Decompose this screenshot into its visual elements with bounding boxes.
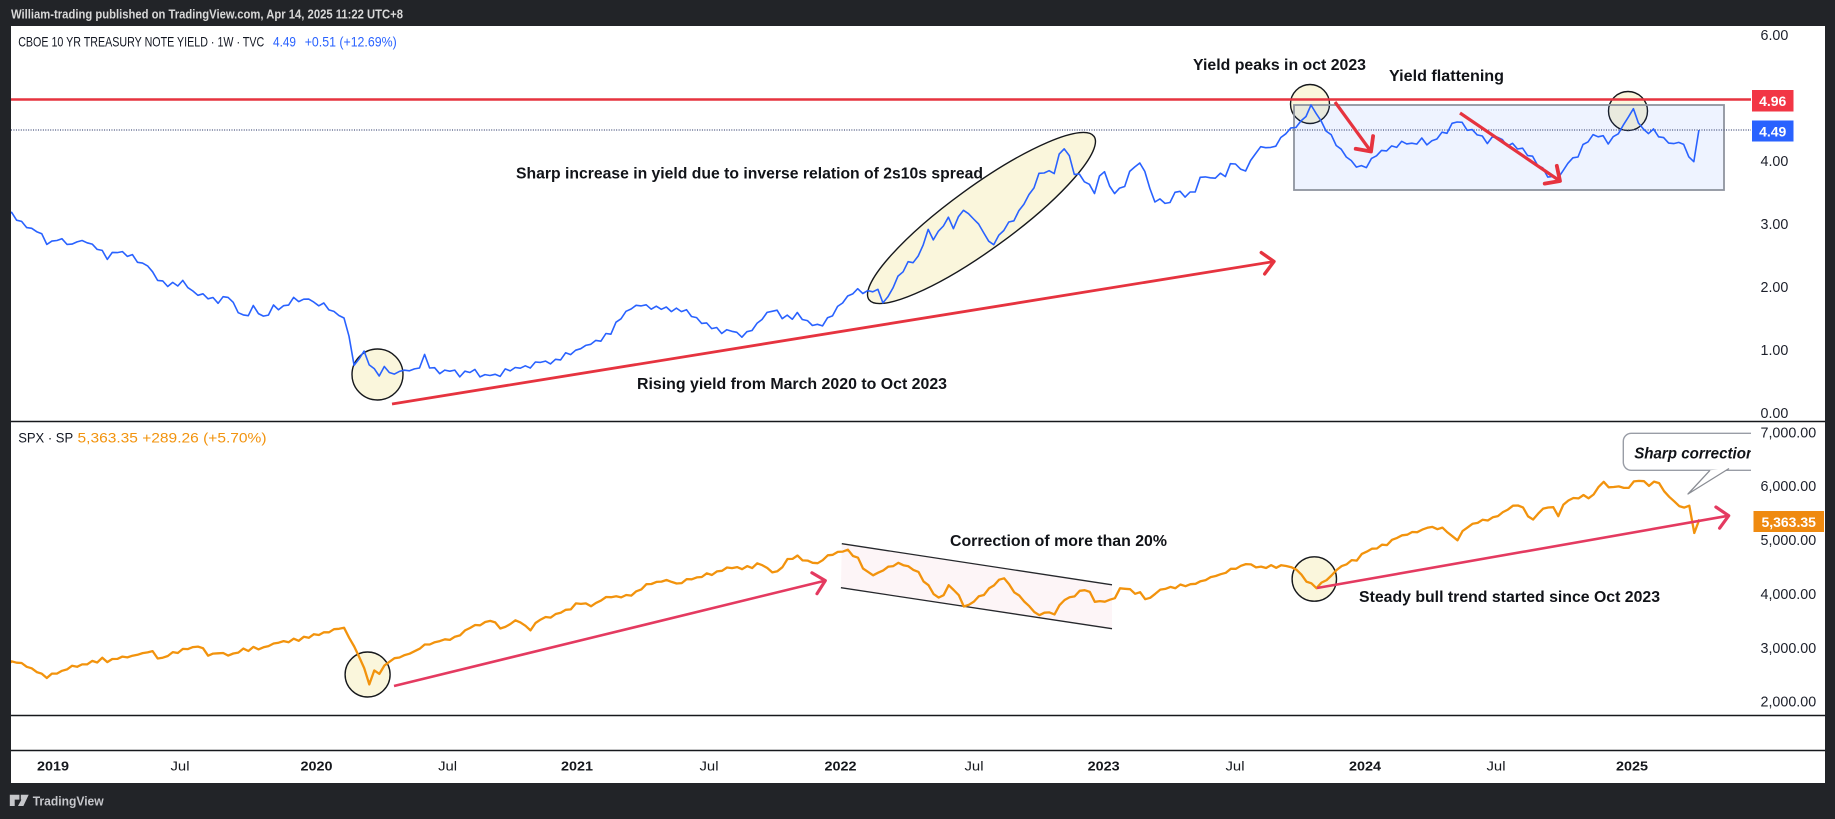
svg-text:Sharp increase in yield due to: Sharp increase in yield due to inverse r…	[516, 166, 983, 183]
svg-text:2024: 2024	[1349, 759, 1382, 774]
svg-text:William-trading published on T: William-trading published on TradingView…	[11, 8, 403, 22]
svg-text:4.00: 4.00	[1761, 154, 1789, 170]
svg-text:5,363.35 +289.26 (+5.70%): 5,363.35 +289.26 (+5.70%)	[78, 430, 267, 446]
svg-text:Correction of more than 20%: Correction of more than 20%	[950, 533, 1167, 550]
svg-text:5,363.35: 5,363.35	[1761, 514, 1816, 530]
svg-text:4.49: 4.49	[273, 33, 296, 49]
svg-text:2020: 2020	[301, 759, 333, 774]
svg-text:2019: 2019	[37, 759, 69, 774]
svg-text:4,000.00: 4,000.00	[1761, 587, 1817, 603]
svg-text:Jul: Jul	[965, 759, 984, 774]
svg-text:Jul: Jul	[700, 759, 719, 774]
svg-text:Rising yield from March 2020 t: Rising yield from March 2020 to Oct 2023	[637, 376, 947, 393]
svg-text:3,000.00: 3,000.00	[1761, 641, 1817, 657]
svg-text:0.00: 0.00	[1761, 406, 1789, 422]
svg-text:Jul: Jul	[1487, 759, 1506, 774]
svg-text:Yield flattening: Yield flattening	[1389, 68, 1504, 85]
svg-text:5,000.00: 5,000.00	[1761, 533, 1817, 549]
svg-text:6,000.00: 6,000.00	[1761, 479, 1817, 495]
svg-text:1.00: 1.00	[1761, 343, 1789, 359]
svg-text:+0.51 (+12.69%): +0.51 (+12.69%)	[305, 33, 397, 49]
svg-text:2025: 2025	[1616, 759, 1648, 774]
svg-text:7,000.00: 7,000.00	[1761, 426, 1817, 442]
svg-text:3.00: 3.00	[1761, 217, 1789, 233]
svg-text:6.00: 6.00	[1761, 28, 1789, 44]
svg-text:Steady bull trend started sinc: Steady bull trend started since Oct 2023	[1359, 589, 1660, 606]
svg-text:2021: 2021	[561, 759, 593, 774]
svg-text:TradingView: TradingView	[33, 793, 105, 808]
svg-text:Sharp correction: Sharp correction	[1634, 446, 1755, 463]
svg-text:Jul: Jul	[171, 759, 190, 774]
svg-text:CBOE 10 YR TREASURY NOTE YIELD: CBOE 10 YR TREASURY NOTE YIELD · 1W · TV…	[18, 33, 264, 49]
svg-text:Jul: Jul	[438, 759, 457, 774]
svg-text:2022: 2022	[825, 759, 857, 774]
svg-text:2.00: 2.00	[1761, 280, 1789, 296]
svg-text:Jul: Jul	[1226, 759, 1245, 774]
svg-text:4.49: 4.49	[1759, 123, 1786, 139]
svg-text:2,000.00: 2,000.00	[1761, 695, 1817, 711]
svg-text:SPX · SP: SPX · SP	[18, 430, 73, 446]
svg-text:2023: 2023	[1088, 759, 1120, 774]
svg-text:4.96: 4.96	[1759, 93, 1786, 109]
svg-text:Yield peaks in oct 2023: Yield peaks in oct 2023	[1193, 57, 1366, 74]
